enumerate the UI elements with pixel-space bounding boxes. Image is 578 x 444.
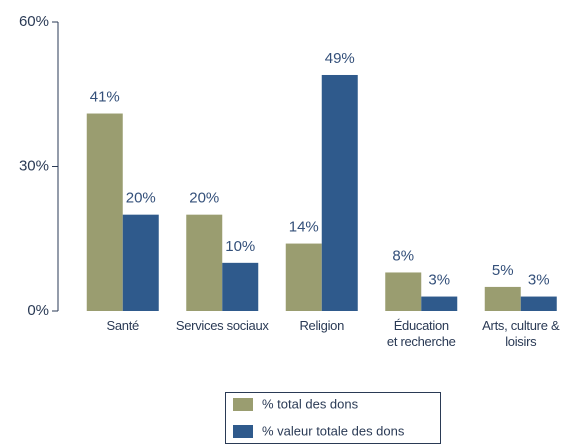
bar — [285, 243, 322, 311]
legend-label: % total des dons — [262, 396, 359, 411]
bar — [484, 286, 521, 311]
value-label: 41% — [90, 88, 120, 105]
bar — [321, 74, 358, 311]
x-tick-label: Services sociaux — [175, 318, 269, 333]
x-tick-label: Arts, culture & loisirs — [482, 318, 560, 349]
value-label: 5% — [492, 262, 514, 279]
value-label: 8% — [392, 247, 414, 264]
x-tick-label: Éducation et recherche — [386, 318, 456, 349]
legend-swatch — [233, 425, 253, 438]
bar — [86, 113, 123, 312]
value-label: 3% — [528, 272, 550, 289]
bar — [385, 272, 422, 311]
bar — [122, 214, 159, 311]
value-label: 49% — [325, 50, 355, 67]
y-tick-label: 60% — [19, 13, 49, 30]
value-label: 20% — [189, 190, 219, 207]
bar — [222, 262, 259, 311]
bar — [186, 214, 223, 311]
legend-label: % valeur totale des dons — [262, 423, 405, 438]
bar — [520, 296, 557, 311]
x-tick-label: Santé — [106, 318, 140, 333]
bar — [421, 296, 458, 311]
legend-swatch — [233, 398, 253, 411]
y-tick-label: 0% — [27, 302, 49, 319]
x-tick-label: Religion — [299, 318, 345, 333]
value-label: 10% — [225, 238, 255, 255]
value-label: 20% — [126, 190, 156, 207]
value-label: 3% — [428, 272, 450, 289]
value-label: 14% — [289, 219, 319, 236]
y-tick-label: 30% — [19, 157, 49, 174]
